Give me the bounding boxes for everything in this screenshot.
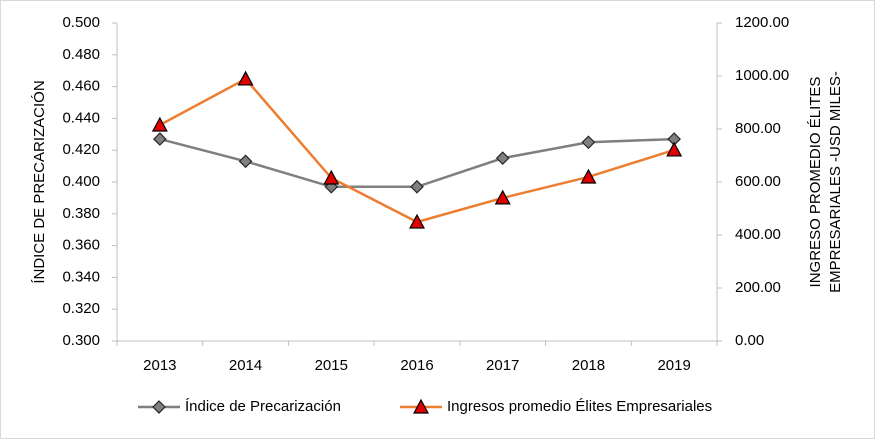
- marker: [152, 400, 166, 414]
- y-tick-label: 0.460: [62, 78, 100, 95]
- x-tick-label: 2016: [400, 357, 433, 374]
- y-tick-label: 0.400: [62, 173, 100, 190]
- y2-tick-label: 1200.00: [735, 14, 789, 31]
- y2-tick-label: 800.00: [735, 120, 781, 137]
- y-tick-label: 0.340: [62, 268, 100, 285]
- marker: [408, 213, 426, 229]
- x-tick-label: 2018: [572, 357, 605, 374]
- legend-label: Índice de Precarización: [185, 398, 341, 415]
- y-tick-label: 0.440: [62, 109, 100, 126]
- marker: [323, 169, 340, 185]
- marker: [237, 70, 254, 86]
- y-tick-label: 0.500: [62, 14, 100, 31]
- marker: [494, 189, 511, 205]
- x-tick-label: 2017: [486, 357, 519, 374]
- y2-tick-label: 400.00: [735, 226, 781, 243]
- y-tick-label: 0.420: [62, 141, 100, 158]
- marker: [410, 179, 424, 194]
- y-tick-label: 0.480: [62, 46, 100, 63]
- y2-tick-label: 200.00: [735, 279, 781, 296]
- x-tick-label: 2019: [657, 357, 690, 374]
- y-tick-label: 0.360: [62, 237, 100, 254]
- y2-tick-label: 0.00: [735, 332, 764, 349]
- legend-label: Ingresos promedio Élites Empresariales: [447, 398, 712, 415]
- y-tick-label: 0.320: [62, 300, 100, 317]
- y2-axis-title: INGRESO PROMEDIO ÉLITES: [807, 77, 824, 288]
- x-tick-label: 2015: [315, 357, 348, 374]
- marker: [580, 168, 597, 184]
- marker: [151, 116, 168, 132]
- y-tick-label: 0.380: [62, 205, 100, 222]
- y-tick-label: 0.300: [62, 332, 100, 349]
- marker: [238, 154, 253, 169]
- y2-axis-title: EMPRESARIALES -USD MILES-: [827, 71, 844, 293]
- y2-tick-label: 600.00: [735, 173, 781, 190]
- marker: [581, 135, 596, 150]
- marker: [153, 132, 167, 146]
- x-tick-label: 2014: [229, 357, 262, 374]
- x-tick-label: 2013: [143, 357, 176, 374]
- y2-tick-label: 1000.00: [735, 67, 789, 84]
- marker: [495, 151, 510, 165]
- y-axis-title: ÍNDICE DE PRECARIZACIÓN: [31, 80, 48, 283]
- marker: [666, 141, 683, 157]
- marker: [412, 398, 430, 414]
